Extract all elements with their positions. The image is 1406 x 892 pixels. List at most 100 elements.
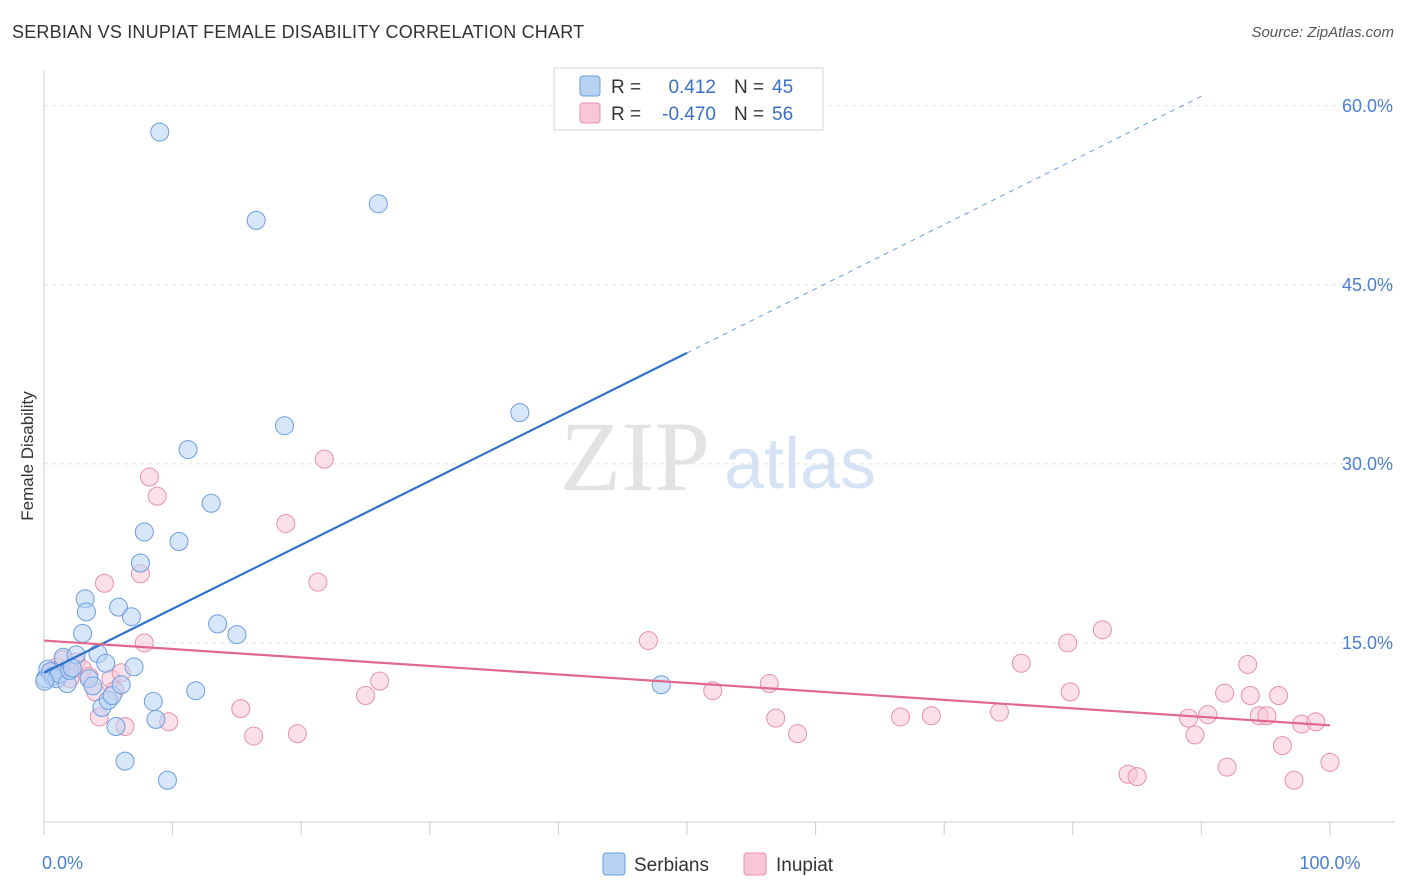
serbians-point-29 bbox=[146, 709, 166, 729]
y-tick-label-0: 15.0% bbox=[1342, 633, 1393, 653]
inupiat-point-28 bbox=[703, 681, 723, 701]
inupiat-point-26 bbox=[370, 671, 390, 691]
axes bbox=[43, 70, 1395, 835]
chart-title: SERBIAN VS INUPIAT FEMALE DISABILITY COR… bbox=[12, 22, 585, 42]
serbians-point-42 bbox=[651, 675, 671, 695]
inupiat-point-36 bbox=[1058, 633, 1078, 653]
serbians-point-34 bbox=[186, 681, 206, 701]
inupiat-point-34 bbox=[989, 702, 1009, 722]
serbians-point-35 bbox=[201, 493, 221, 513]
inupiat-point-43 bbox=[1198, 705, 1218, 725]
inupiat-point-21 bbox=[276, 514, 296, 534]
inupiat-point-33 bbox=[921, 706, 941, 726]
serbians-point-12 bbox=[76, 602, 96, 622]
serbians-point-10 bbox=[73, 623, 93, 643]
inupiat-point-17 bbox=[147, 486, 167, 506]
inupiat-point-31 bbox=[788, 724, 808, 744]
inupiat-point-41 bbox=[1179, 708, 1199, 728]
legend-r-label-inupiat: R = bbox=[611, 104, 641, 125]
inupiat-point-9 bbox=[94, 573, 114, 593]
y-tick-label-3: 60.0% bbox=[1342, 96, 1393, 116]
legend-swatch-inupiat bbox=[579, 102, 601, 124]
series-legend-swatch-inupiat bbox=[743, 852, 767, 876]
source-credit: Source: ZipAtlas.com bbox=[1251, 24, 1394, 41]
inupiat-point-23 bbox=[308, 572, 328, 592]
tick-labels: 15.0% 30.0% 45.0% 60.0% 0.0% 100.0% bbox=[42, 96, 1393, 873]
serbians-point-37 bbox=[227, 625, 247, 645]
inupiat-point-54 bbox=[1306, 712, 1326, 732]
trend-lines bbox=[43, 95, 1331, 727]
watermark: ZIP atlas bbox=[560, 401, 876, 512]
y-axis-title: Female Disability bbox=[18, 391, 37, 521]
inupiat-point-25 bbox=[356, 685, 375, 705]
watermark-zip: ZIP bbox=[560, 401, 710, 512]
serbians-point-20 bbox=[106, 717, 126, 737]
serbians-point-40 bbox=[368, 194, 388, 214]
serbians-trend-line bbox=[43, 351, 688, 674]
serbians-point-38 bbox=[246, 210, 266, 230]
inupiat-point-15 bbox=[134, 633, 154, 653]
serbians-point-43 bbox=[35, 671, 55, 691]
series-legend-label-serbians: Serbians bbox=[634, 855, 709, 876]
inupiat-point-42 bbox=[1185, 725, 1205, 745]
inupiat-point-38 bbox=[1092, 620, 1112, 640]
legend-swatch-serbians bbox=[579, 75, 601, 97]
x-tick-label-0: 0.0% bbox=[42, 853, 83, 873]
serbians-point-33 bbox=[178, 440, 198, 460]
legend-r-label-serbians: R = bbox=[611, 77, 641, 98]
inupiat-point-46 bbox=[1238, 654, 1258, 674]
serbians-point-30 bbox=[150, 122, 170, 142]
legend-n-serbians: 45 bbox=[772, 77, 793, 98]
serbians-point-21 bbox=[109, 597, 129, 617]
legend-n-label-serbians: N = bbox=[734, 77, 764, 98]
serbians-point-25 bbox=[124, 657, 144, 677]
inupiat-point-47 bbox=[1240, 685, 1260, 705]
inupiat-point-44 bbox=[1215, 683, 1235, 703]
serbians-point-26 bbox=[130, 553, 150, 573]
inupiat-point-50 bbox=[1269, 685, 1289, 705]
inupiat-point-40 bbox=[1127, 767, 1147, 787]
inupiat-point-37 bbox=[1060, 682, 1080, 702]
legend-r-serbians: 0.412 bbox=[668, 77, 716, 98]
serbians-trend-extension bbox=[686, 95, 1202, 354]
inupiat-point-51 bbox=[1272, 736, 1292, 756]
series-legend-label-inupiat: Inupiat bbox=[776, 855, 834, 876]
series-legend: Serbians Inupiat bbox=[602, 852, 834, 876]
inupiat-point-22 bbox=[287, 724, 307, 744]
x-tick-label-1: 100.0% bbox=[1299, 853, 1360, 873]
watermark-atlas: atlas bbox=[724, 424, 876, 504]
inupiat-point-27 bbox=[638, 631, 658, 651]
inupiat-point-19 bbox=[231, 699, 251, 719]
serbians-point-22 bbox=[111, 675, 131, 695]
serbians-points bbox=[35, 122, 671, 790]
series-legend-swatch-serbians bbox=[602, 852, 626, 876]
serbians-point-41 bbox=[510, 403, 530, 423]
inupiat-point-55 bbox=[1320, 752, 1340, 772]
inupiat-point-35 bbox=[1011, 653, 1031, 673]
legend-n-label-inupiat: N = bbox=[734, 104, 764, 125]
serbians-point-28 bbox=[143, 691, 163, 711]
serbians-point-32 bbox=[169, 531, 189, 551]
serbians-point-31 bbox=[157, 770, 177, 790]
serbians-point-24 bbox=[121, 607, 141, 627]
inupiat-point-20 bbox=[244, 726, 264, 746]
inupiat-point-24 bbox=[314, 449, 334, 469]
y-tick-label-2: 45.0% bbox=[1342, 275, 1393, 295]
serbians-point-14 bbox=[83, 676, 103, 696]
serbians-point-39 bbox=[274, 416, 294, 436]
grid-lines bbox=[44, 105, 1395, 644]
correlation-legend: R = 0.412 N = 45 R = -0.470 N = 56 bbox=[553, 67, 824, 131]
serbians-point-23 bbox=[115, 751, 135, 771]
inupiat-point-52 bbox=[1284, 770, 1304, 790]
serbians-point-17 bbox=[96, 653, 116, 673]
inupiat-point-32 bbox=[890, 707, 910, 727]
y-tick-label-1: 30.0% bbox=[1342, 454, 1393, 474]
legend-r-inupiat: -0.470 bbox=[662, 104, 716, 125]
inupiat-point-45 bbox=[1217, 757, 1237, 777]
inupiat-point-30 bbox=[766, 708, 786, 728]
serbians-point-36 bbox=[208, 614, 228, 634]
legend-n-inupiat: 56 bbox=[772, 104, 793, 125]
inupiat-point-16 bbox=[139, 467, 159, 487]
serbians-point-27 bbox=[134, 522, 154, 542]
